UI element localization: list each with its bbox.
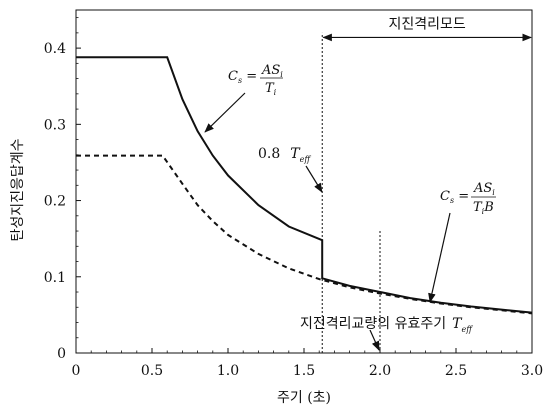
svg-text:Cs =: Cs =: [228, 69, 257, 85]
x-axis-label: 주기 (초): [277, 390, 331, 406]
y-tick-label: 0: [57, 346, 66, 362]
y-tick-label: 0.4: [44, 41, 66, 57]
y-tick-label: 0.1: [44, 270, 66, 286]
point-8-teff-pointer: [305, 165, 323, 193]
reference-lines: [321, 32, 381, 353]
x-tick-label: 3.0: [521, 363, 543, 379]
x-tick-label: 0.5: [141, 363, 163, 379]
formula-1-pointer: [204, 92, 246, 133]
series-solid-line: [76, 56, 533, 314]
svg-text:ASi: ASi: [473, 181, 495, 197]
y-tick-label: 0.3: [44, 117, 66, 133]
cs-formula-isolated: Cs = ASi TiB: [440, 181, 496, 216]
effective-period-pointer: [369, 329, 380, 351]
effective-period-label: 지진격리교량의 유효주기 Teff: [300, 316, 473, 334]
plot-frame: [75, 9, 533, 354]
x-axis: 0 0.5 1.0 1.5 2.0 2.5 3.0: [72, 348, 543, 379]
point-8-teff-label: 0.8 Teff: [258, 146, 311, 164]
x-tick-label: 1.5: [293, 363, 315, 379]
x-tick-label: 2.5: [445, 363, 467, 379]
svg-text:Ti: Ti: [265, 81, 277, 97]
x-tick-label: 0: [72, 363, 81, 379]
y-axis-label: 탄성지진응답계수: [10, 138, 26, 241]
svg-text:TiB: TiB: [473, 200, 494, 216]
svg-text:Cs =: Cs =: [440, 189, 469, 205]
formula-2-pointer: [428, 212, 451, 303]
x-tick-label: 2.0: [369, 363, 391, 379]
svg-text:ASi: ASi: [261, 63, 283, 79]
series-group: [76, 56, 533, 315]
y-tick-label: 0.2: [44, 194, 66, 210]
series-dashed-line: [76, 154, 533, 315]
y-axis: 0 0.1 0.2 0.3 0.4: [44, 17, 81, 362]
cs-formula-elastic: Cs = ASi Ti: [228, 63, 283, 97]
isolation-mode-label: 지진격리모드: [388, 16, 465, 32]
x-tick-label: 1.0: [217, 363, 239, 379]
